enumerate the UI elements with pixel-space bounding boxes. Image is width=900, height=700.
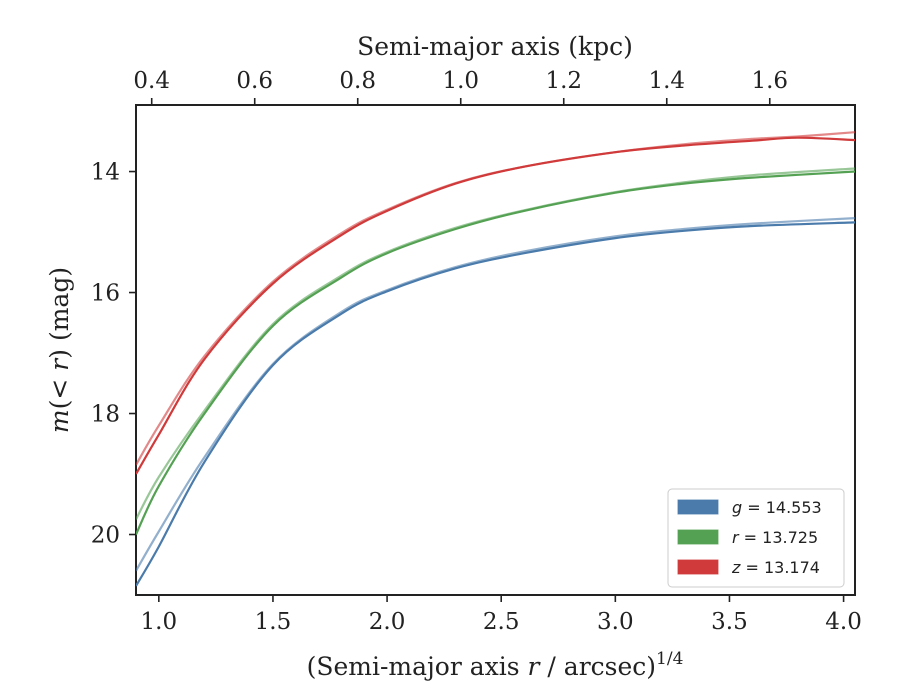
x-axis-title-mid: / arcsec) <box>539 652 656 681</box>
legend-label-r: r = 13.725 <box>732 528 818 547</box>
top-tick-label: 1.6 <box>751 68 788 94</box>
y-axis-title-var: r <box>45 357 74 371</box>
legend-magnitude: 13.725 <box>762 528 818 547</box>
x-tick-label: 1.0 <box>141 609 178 635</box>
legend-swatch-z <box>677 559 719 575</box>
series-fit-line-z <box>136 131 855 466</box>
x-tick-label: 3.0 <box>597 609 634 635</box>
x-tick-label: 2.0 <box>369 609 406 635</box>
bottom-axis-ticks: 1.0 1.5 2.0 2.5 3.0 3.5 4.0 <box>141 595 862 635</box>
top-tick-label: 1.0 <box>442 68 479 94</box>
series-line-g <box>136 221 855 587</box>
legend-swatch-g <box>677 499 719 515</box>
top-axis-title: Semi-major axis (kpc) <box>357 32 633 61</box>
legend-band-letter: r <box>732 528 740 547</box>
legend-magnitude: 14.553 <box>766 498 822 517</box>
y-axis-title-op: (< <box>45 371 74 410</box>
x-tick-label: 2.5 <box>483 609 520 635</box>
y-tick-label: 14 <box>91 160 120 186</box>
x-tick-label: 4.0 <box>825 609 862 635</box>
top-tick-label: 1.2 <box>545 68 582 94</box>
y-axis-title-func: m <box>45 409 74 433</box>
x-axis-title: (Semi-major axis r / arcsec)1/4 <box>307 649 684 681</box>
x-axis-title-prefix: (Semi-major axis <box>307 652 528 681</box>
x-tick-label: 1.5 <box>255 609 292 635</box>
top-tick-label: 0.8 <box>339 68 376 94</box>
series-line-z <box>136 136 855 475</box>
series-line-r <box>136 170 855 535</box>
top-axis-ticks: 0.4 0.6 0.8 1.0 1.2 1.4 1.6 <box>133 68 788 105</box>
top-tick-label: 0.6 <box>236 68 273 94</box>
top-tick-label: 0.4 <box>133 68 170 94</box>
y-tick-label: 20 <box>91 523 120 549</box>
top-tick-label: 1.4 <box>648 68 685 94</box>
legend-label-z: z = 13.174 <box>731 558 820 577</box>
legend-magnitude: 13.174 <box>764 558 820 577</box>
x-axis-title-var: r <box>528 652 542 681</box>
left-axis-ticks: 14 16 18 20 <box>91 160 136 549</box>
legend-band-letter: z <box>731 558 741 577</box>
legend-label-g: g = 14.553 <box>732 498 822 517</box>
y-axis-title-suffix: ) (mag) <box>45 267 74 359</box>
legend-swatch-r <box>677 529 719 545</box>
y-tick-label: 16 <box>91 281 120 307</box>
series-fit-line-r <box>136 167 855 520</box>
legend-equals: = <box>740 558 764 577</box>
plot-frame <box>135 104 856 596</box>
series-lines <box>136 131 855 587</box>
x-tick-label: 3.5 <box>711 609 748 635</box>
legend: g = 14.553 r = 13.725 z = 13.174 <box>667 488 845 588</box>
legend-band-letter: g <box>732 498 742 517</box>
legend-equals: = <box>742 498 766 517</box>
y-tick-label: 18 <box>91 402 120 428</box>
x-axis-title-sup: 1/4 <box>656 649 683 669</box>
y-axis-title: m(< r) (mag) <box>45 267 74 433</box>
legend-equals: = <box>739 528 763 547</box>
